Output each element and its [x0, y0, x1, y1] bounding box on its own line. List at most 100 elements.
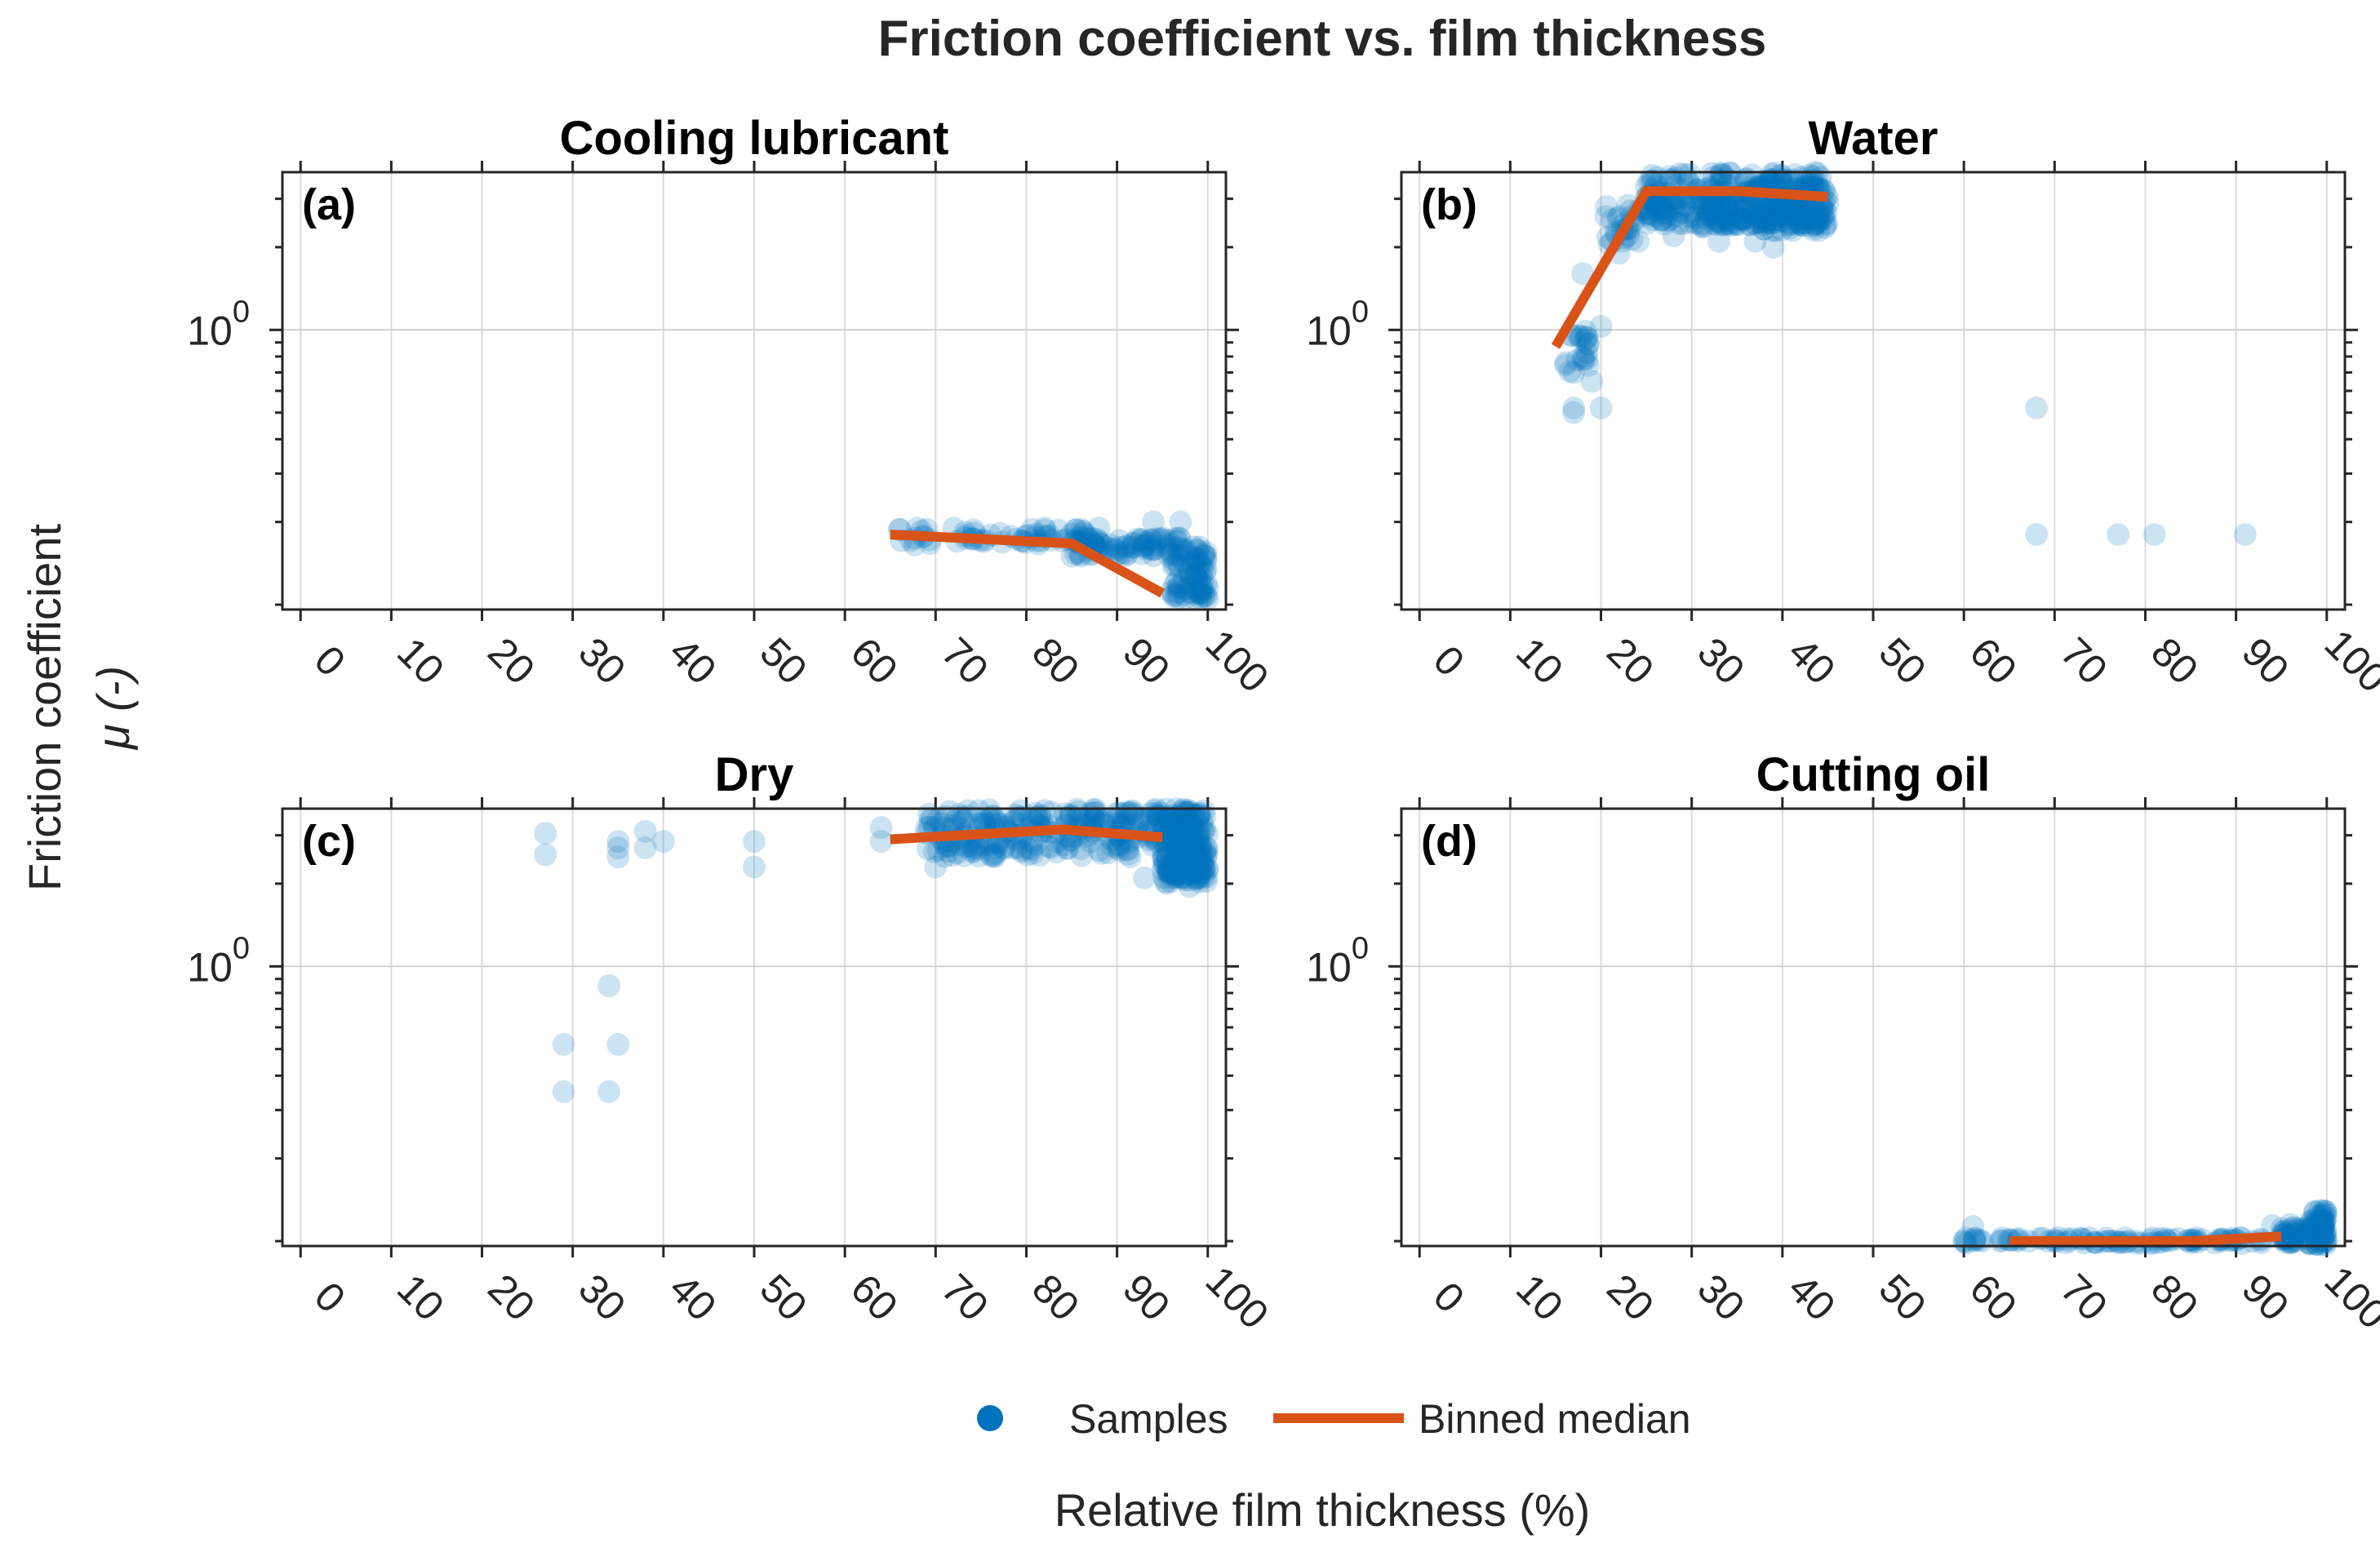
sample-point	[1158, 807, 1182, 831]
sample-point	[1183, 848, 1207, 871]
sample-point	[1179, 862, 1202, 886]
sample-point	[1182, 535, 1206, 559]
sample-point	[1190, 810, 1214, 834]
sample-point	[1814, 200, 1838, 224]
sample-point	[1143, 534, 1166, 557]
sample-point	[1188, 867, 1211, 890]
sample-point	[1554, 351, 1578, 375]
sample-point	[1189, 555, 1213, 579]
sample-point	[1025, 808, 1049, 831]
sample-point	[1136, 531, 1160, 555]
sample-point	[1164, 823, 1188, 846]
sample-point	[1186, 560, 1210, 583]
sample-point	[1775, 204, 1799, 228]
sample-point	[1711, 213, 1734, 237]
sample-point	[1701, 196, 1725, 219]
sample-point	[1714, 209, 1738, 233]
sample-point	[1645, 193, 1668, 216]
sample-point	[1174, 577, 1197, 601]
sample-point	[1183, 564, 1207, 588]
sample-point	[2287, 1217, 2311, 1240]
sample-point	[1730, 197, 1754, 221]
sample-point	[1164, 536, 1188, 560]
sample-point	[926, 807, 950, 831]
sample-point	[1179, 811, 1202, 835]
sample-point	[1790, 213, 1814, 237]
sample-point	[1171, 866, 1195, 889]
sample-point	[1192, 573, 1215, 596]
sample-point	[1157, 806, 1181, 830]
sample-point	[1178, 829, 1201, 853]
sample-point	[2311, 1210, 2335, 1234]
sample-point	[1636, 211, 1659, 235]
sample-point	[1178, 580, 1201, 604]
x-tick-label: 20	[1598, 1266, 1663, 1330]
sample-point	[1744, 193, 1768, 217]
sample-point	[1185, 566, 1209, 590]
sample-point	[1174, 801, 1198, 825]
sample-point	[1066, 800, 1090, 823]
sample-point	[1157, 825, 1181, 849]
sample-point	[1195, 836, 1219, 859]
sample-point	[1173, 818, 1197, 842]
sample-point	[1769, 167, 1793, 191]
sample-point	[597, 1080, 621, 1103]
sample-point	[1716, 196, 1739, 219]
sample-point	[1650, 208, 1674, 232]
sample-point	[1177, 868, 1201, 892]
sample-point	[1114, 534, 1138, 558]
sample-point	[979, 805, 1003, 828]
y-tick-label: 100	[187, 931, 250, 990]
sample-point	[1751, 198, 1774, 222]
sample-point	[1149, 528, 1173, 552]
sample-point	[1108, 541, 1132, 565]
sample-point	[1164, 854, 1188, 878]
sample-point	[2311, 1216, 2335, 1239]
sample-point	[966, 837, 990, 861]
sample-point	[1175, 811, 1199, 835]
sample-point	[1652, 201, 1676, 224]
sample-point	[1116, 838, 1139, 862]
sample-point	[2311, 1223, 2335, 1247]
sample-point	[1752, 217, 1776, 241]
sample-point	[1115, 542, 1139, 565]
sample-point	[1092, 534, 1116, 558]
sample-point	[1662, 192, 1685, 215]
sample-point	[1187, 836, 1210, 860]
sample-point	[1752, 217, 1775, 241]
sample-point	[1156, 854, 1179, 878]
sample-point	[2298, 1231, 2321, 1255]
sample-point	[1188, 833, 1212, 857]
sample-point	[1770, 209, 1794, 233]
sample-point	[1167, 552, 1191, 576]
sample-point	[1141, 799, 1165, 823]
x-tick-label: 90	[2233, 629, 2298, 694]
x-tick-label: 30	[570, 629, 634, 694]
sample-point	[1654, 197, 1677, 221]
sample-point	[1075, 524, 1099, 548]
sample-point	[1183, 867, 1207, 890]
sample-point	[984, 841, 1007, 865]
sample-point	[1749, 211, 1773, 234]
sample-point	[1182, 834, 1206, 858]
sample-point	[1722, 194, 1746, 218]
sample-point	[1064, 518, 1088, 542]
sample-point	[1570, 324, 1593, 348]
sample-point	[1185, 825, 1209, 849]
x-tick-label: 20	[479, 1266, 544, 1330]
sample-point	[1667, 211, 1691, 235]
legend-samples-label: Samples	[1069, 1396, 1228, 1442]
sample-point	[1771, 202, 1795, 225]
sample-point	[1709, 202, 1733, 226]
sample-point	[1046, 518, 1070, 542]
sample-point	[1756, 196, 1780, 219]
sample-point	[1185, 548, 1209, 571]
sample-point	[937, 840, 961, 863]
chart-title: Friction coefficient vs. film thickness	[878, 11, 1767, 67]
sample-point	[2107, 523, 2130, 547]
sample-point	[743, 830, 766, 854]
sample-point	[1774, 202, 1797, 225]
sample-point	[951, 809, 975, 833]
sample-point	[1695, 198, 1719, 222]
sample-point	[1007, 805, 1031, 828]
